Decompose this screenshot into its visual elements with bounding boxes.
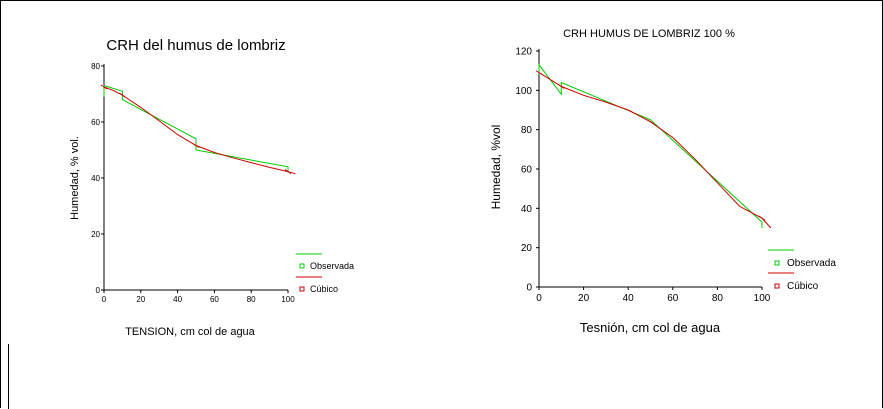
x-tick-label: 40 <box>173 295 182 304</box>
fit-marker <box>647 119 654 125</box>
x-axis-label: TENSION, cm col de agua <box>125 326 255 338</box>
y-tick-label: 80 <box>91 62 100 71</box>
series-line-observada <box>538 63 763 228</box>
fit-marker <box>758 215 766 221</box>
x-tick-label: 40 <box>623 293 635 304</box>
x-tick-label: 80 <box>247 295 256 304</box>
fit-marker <box>100 84 108 90</box>
series-line-cbico <box>538 72 772 229</box>
x-axis-label: Tesnión, cm col de agua <box>580 320 721 335</box>
fit-marker <box>192 143 200 148</box>
fit-marker <box>119 92 126 98</box>
y-axis-label: Humedad, %vol <box>489 125 503 210</box>
y-tick-label: 80 <box>521 125 533 136</box>
x-tick-label: 60 <box>210 295 219 304</box>
y-tick-label: 60 <box>91 118 100 127</box>
chart-1: 0 20 40 60 80 100 0 20 40 60 80 CRH del humus de lo… <box>69 37 354 338</box>
legend-marker-cbico <box>774 283 780 289</box>
legend-marker-observada <box>299 263 305 269</box>
x-tick-label: 0 <box>536 293 542 304</box>
chart-title: CRH del humus de lombriz <box>106 37 285 54</box>
x-tick-label: 100 <box>281 295 295 304</box>
legend-label-cbico: Cúbico <box>787 281 819 292</box>
fit-marker <box>284 169 292 174</box>
x-tick-label: 60 <box>667 293 679 304</box>
series-line-cbico <box>103 86 296 175</box>
y-tick-label: 20 <box>521 243 533 254</box>
legend-label-observada: Observada <box>787 258 836 269</box>
y-tick-label: 120 <box>515 47 532 58</box>
x-tick-label: 20 <box>578 293 590 304</box>
y-tick-label: 0 <box>96 286 101 295</box>
y-tick-label: 20 <box>91 230 100 239</box>
x-tick-label: 20 <box>136 295 145 304</box>
fit-marker <box>535 70 543 76</box>
x-tick-label: 80 <box>712 293 724 304</box>
fit-marker <box>558 83 565 89</box>
y-tick-label: 40 <box>91 174 100 183</box>
legend-label-cbico: Cúbico <box>310 284 338 294</box>
chart-title: CRH HUMUS DE LOMBRIZ 100 % <box>563 28 735 40</box>
x-tick-label: 100 <box>754 293 771 304</box>
legend-label-observada: Observada <box>310 261 354 271</box>
y-tick-label: 100 <box>515 86 532 97</box>
y-tick-label: 40 <box>521 204 533 215</box>
legend-marker-cbico <box>299 286 305 292</box>
y-tick-label: 60 <box>521 165 533 176</box>
chart-2: 0 20 40 60 80 100 0 20 40 60 80 100 120 CRH HUMUS DE … <box>489 28 836 335</box>
y-tick-label: 0 <box>526 283 532 294</box>
frame-divider <box>8 344 9 409</box>
legend-marker-observada <box>774 260 780 266</box>
y-axis-label: Humedad, % vol. <box>69 136 81 220</box>
x-tick-label: 0 <box>102 295 107 304</box>
series-line-observada <box>103 84 289 173</box>
